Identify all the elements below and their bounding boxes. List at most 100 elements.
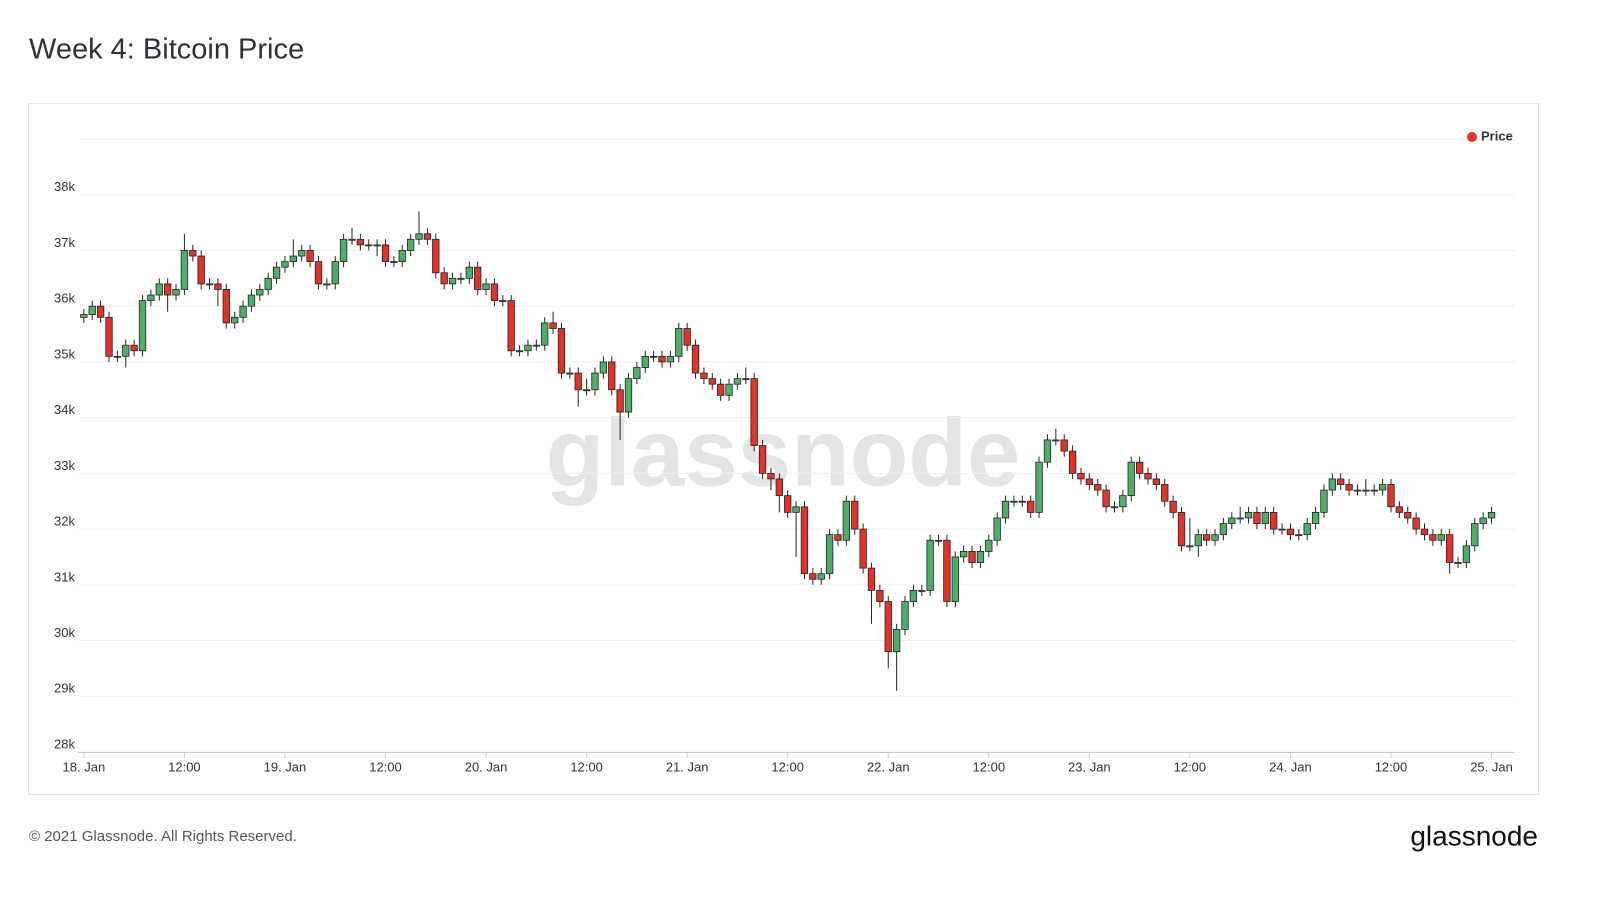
candle-body xyxy=(574,372,582,391)
candle-body xyxy=(1018,500,1026,503)
candle-body xyxy=(113,355,122,358)
y-tick-label: 35k xyxy=(54,346,75,361)
candle-body xyxy=(1152,478,1161,485)
candle-body xyxy=(356,238,365,246)
candle-body xyxy=(272,266,281,279)
candle-body xyxy=(264,277,272,290)
candle-body xyxy=(834,534,842,541)
candle-body xyxy=(733,378,742,385)
x-tick-label: 25. Jan xyxy=(1470,759,1513,774)
candle-body xyxy=(683,328,691,346)
candle-body xyxy=(314,261,323,285)
chart-frame xyxy=(28,103,1539,795)
candle-body xyxy=(1094,484,1102,491)
legend-marker xyxy=(1467,132,1477,142)
y-tick-label: 33k xyxy=(54,458,75,473)
candle-body xyxy=(1119,495,1127,508)
y-tick-label: 29k xyxy=(54,681,75,696)
x-tick-label: 12:00 xyxy=(1174,759,1207,774)
candle-body xyxy=(901,601,909,630)
candle-body xyxy=(398,250,406,262)
candle-body xyxy=(499,300,507,303)
candle-body xyxy=(1328,478,1336,491)
candle-body xyxy=(1362,489,1370,492)
candle-body xyxy=(1110,506,1119,509)
candle-body xyxy=(1236,517,1244,520)
candle-body xyxy=(566,372,574,375)
candle-body xyxy=(1454,562,1462,564)
candle-body xyxy=(1203,534,1211,541)
candle-body xyxy=(1295,534,1303,537)
candle-body xyxy=(448,277,457,285)
candle-body xyxy=(859,528,867,569)
candle-body xyxy=(557,328,566,374)
candle-body xyxy=(1429,534,1437,541)
candle-body xyxy=(666,355,675,363)
x-tick-label: 12:00 xyxy=(771,759,804,774)
candle-body xyxy=(951,556,959,602)
candle-body xyxy=(172,289,180,296)
candle-body xyxy=(1404,511,1412,519)
candle-body xyxy=(985,539,993,552)
watermark: glassnode xyxy=(546,399,1021,506)
candle-body xyxy=(1487,511,1496,519)
candle-body xyxy=(792,506,800,513)
candle-body xyxy=(784,495,792,513)
candle-body xyxy=(1445,534,1454,563)
candle-body xyxy=(96,305,105,318)
candle-body xyxy=(440,272,448,285)
x-tick-label: 20. Jan xyxy=(465,759,508,774)
candle-body xyxy=(700,372,708,380)
candle-body xyxy=(381,244,390,263)
candle-body xyxy=(138,300,147,352)
candle-body xyxy=(507,300,515,352)
candle-body xyxy=(1043,439,1052,463)
candle-body xyxy=(365,244,373,247)
candle-body xyxy=(599,361,608,374)
candle-body xyxy=(1085,478,1093,485)
candle-body xyxy=(1412,517,1420,530)
candle-body xyxy=(675,328,683,357)
candle-body xyxy=(1462,545,1471,563)
x-tick-label: 12:00 xyxy=(973,759,1006,774)
x-tick-label: 23. Jan xyxy=(1068,759,1111,774)
candle-body xyxy=(1345,484,1353,491)
candle-body xyxy=(390,261,398,264)
candle-body xyxy=(725,383,733,396)
candle-body xyxy=(256,289,264,296)
y-tick-label: 32k xyxy=(54,514,75,529)
x-tick-label: 19. Jan xyxy=(264,759,307,774)
candle-body xyxy=(633,367,641,380)
candle-body xyxy=(1311,511,1320,524)
candle-body xyxy=(658,355,666,363)
candle-body xyxy=(1219,523,1228,536)
candle-body xyxy=(750,378,758,446)
candle-body xyxy=(1102,489,1110,508)
candle-body xyxy=(1177,511,1186,547)
footer: © 2021 Glassnode. All Rights Reserved. xyxy=(29,828,297,845)
x-tick-label: 24. Jan xyxy=(1269,759,1312,774)
candle-body xyxy=(1437,534,1445,541)
candle-body xyxy=(197,255,205,285)
candle-body xyxy=(155,283,163,296)
candle-body xyxy=(1395,506,1404,513)
candle-body xyxy=(231,316,239,324)
x-tick-label: 21. Jan xyxy=(666,759,709,774)
candle-body xyxy=(884,601,892,653)
candle-body xyxy=(1068,450,1077,474)
candle-body xyxy=(415,233,423,240)
plot-area: 28k 29k 30k 31k 32k 33k 34k 35k 36k 37k 38k 18. Jan… xyxy=(54,179,1515,774)
candle-body xyxy=(993,517,1001,541)
candle-body xyxy=(348,238,356,241)
candle-body xyxy=(541,322,549,346)
logo: glassnode xyxy=(1410,820,1538,851)
candle-body xyxy=(608,361,616,391)
y-tick-label: 31k xyxy=(54,569,75,584)
candle-body xyxy=(926,539,934,591)
candle-body xyxy=(943,539,951,602)
candle-body xyxy=(960,550,968,558)
candle-body xyxy=(406,238,415,251)
candle-body xyxy=(180,250,189,290)
candle-body xyxy=(1052,439,1060,442)
